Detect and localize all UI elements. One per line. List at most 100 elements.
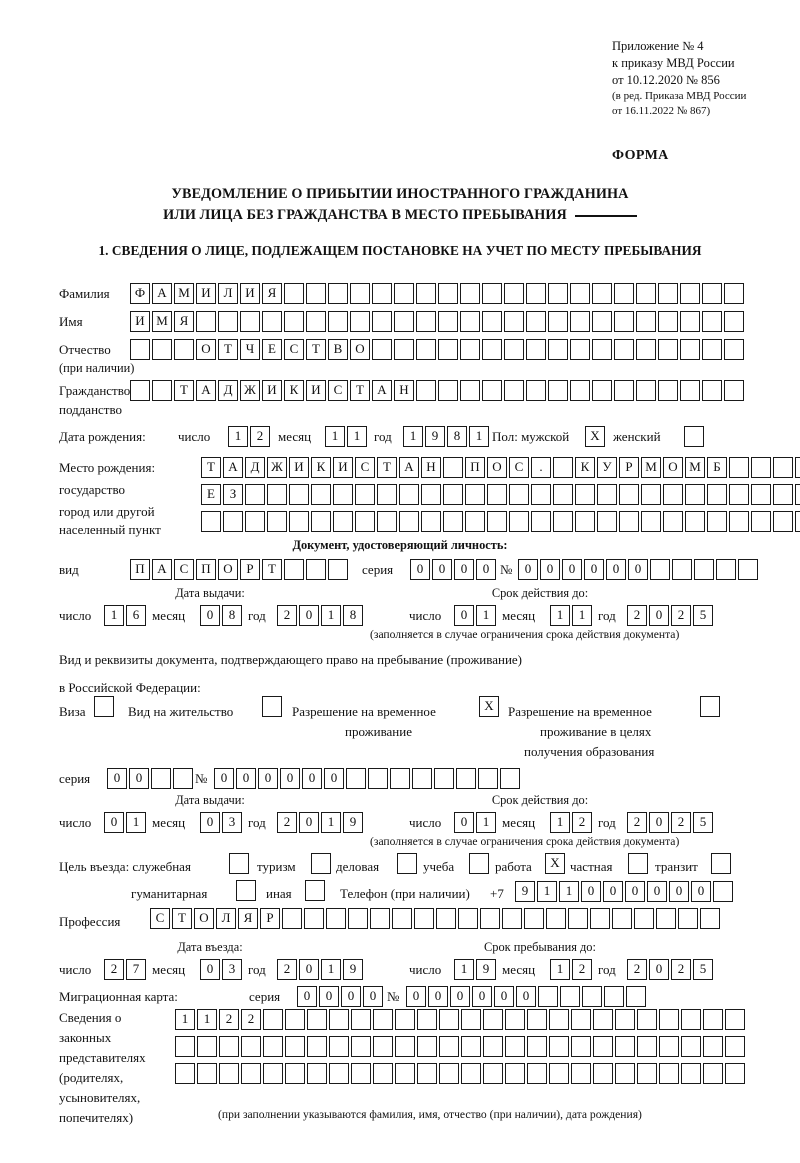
char-cell[interactable]: . — [531, 457, 551, 478]
char-cell[interactable] — [504, 311, 524, 332]
char-cell[interactable]: 2 — [277, 812, 297, 833]
char-cell[interactable]: 0 — [129, 768, 149, 789]
char-cell[interactable] — [636, 311, 656, 332]
char-cell[interactable] — [773, 484, 793, 505]
char-cell[interactable] — [570, 339, 590, 360]
char-cell[interactable] — [329, 1036, 349, 1057]
char-cell[interactable]: Т — [174, 380, 194, 401]
visa-checkbox[interactable] — [94, 696, 114, 717]
char-cell[interactable] — [394, 283, 414, 304]
char-cell[interactable]: 1 — [347, 426, 367, 447]
char-cell[interactable] — [263, 1036, 283, 1057]
char-cell[interactable]: 3 — [222, 959, 242, 980]
char-cell[interactable]: Т — [172, 908, 192, 929]
char-cell[interactable]: Ж — [267, 457, 287, 478]
char-cell[interactable]: 1 — [469, 426, 489, 447]
char-cell[interactable]: 9 — [425, 426, 445, 447]
char-cell[interactable]: 6 — [126, 605, 146, 626]
char-cell[interactable]: 1 — [550, 812, 570, 833]
char-cell[interactable]: 3 — [222, 812, 242, 833]
char-cell[interactable] — [614, 311, 634, 332]
char-cell[interactable] — [263, 1063, 283, 1084]
char-cell[interactable] — [372, 283, 392, 304]
char-cell[interactable] — [571, 1036, 591, 1057]
char-cell[interactable]: И — [130, 311, 150, 332]
char-cell[interactable] — [241, 1063, 261, 1084]
char-cell[interactable] — [487, 484, 507, 505]
char-cell[interactable]: Н — [394, 380, 414, 401]
char-cell[interactable] — [527, 1036, 547, 1057]
char-cell[interactable]: 0 — [494, 986, 514, 1007]
char-cell[interactable]: 0 — [258, 768, 278, 789]
char-cell[interactable]: 1 — [321, 605, 341, 626]
char-cell[interactable] — [416, 380, 436, 401]
char-cell[interactable] — [152, 339, 172, 360]
char-cell[interactable] — [548, 339, 568, 360]
char-cell[interactable] — [263, 1009, 283, 1030]
char-cell[interactable]: М — [174, 283, 194, 304]
char-cell[interactable] — [306, 283, 326, 304]
char-cell[interactable] — [500, 768, 520, 789]
char-cell[interactable]: С — [328, 380, 348, 401]
char-cell[interactable] — [680, 339, 700, 360]
char-cell[interactable]: С — [355, 457, 375, 478]
char-cell[interactable]: 0 — [299, 812, 319, 833]
char-cell[interactable] — [482, 283, 502, 304]
char-cell[interactable]: 0 — [649, 605, 669, 626]
char-cell[interactable]: И — [240, 283, 260, 304]
char-cell[interactable] — [636, 380, 656, 401]
char-cell[interactable]: 2 — [104, 959, 124, 980]
char-cell[interactable] — [285, 1036, 305, 1057]
char-cell[interactable]: А — [223, 457, 243, 478]
char-cell[interactable] — [614, 339, 634, 360]
char-cell[interactable]: 2 — [671, 812, 691, 833]
char-cell[interactable] — [504, 283, 524, 304]
char-cell[interactable]: Я — [262, 283, 282, 304]
char-cell[interactable] — [619, 484, 639, 505]
char-cell[interactable] — [751, 457, 771, 478]
char-cell[interactable] — [658, 311, 678, 332]
char-cell[interactable] — [412, 768, 432, 789]
char-cell[interactable] — [223, 511, 243, 532]
char-cell[interactable] — [329, 1009, 349, 1030]
char-cell[interactable]: 0 — [450, 986, 470, 1007]
char-cell[interactable] — [680, 380, 700, 401]
char-cell[interactable]: 2 — [627, 812, 647, 833]
char-cell[interactable]: Т — [377, 457, 397, 478]
char-cell[interactable] — [553, 511, 573, 532]
char-cell[interactable] — [502, 908, 522, 929]
char-cell[interactable] — [443, 511, 463, 532]
char-cell[interactable] — [548, 380, 568, 401]
char-cell[interactable]: М — [152, 311, 172, 332]
char-cell[interactable] — [509, 511, 529, 532]
char-cell[interactable] — [394, 311, 414, 332]
char-cell[interactable] — [151, 768, 171, 789]
char-cell[interactable] — [461, 1063, 481, 1084]
char-cell[interactable]: 8 — [222, 605, 242, 626]
char-cell[interactable] — [443, 484, 463, 505]
char-cell[interactable] — [465, 511, 485, 532]
char-cell[interactable] — [306, 311, 326, 332]
char-cell[interactable]: И — [262, 380, 282, 401]
char-cell[interactable]: 1 — [321, 959, 341, 980]
char-cell[interactable] — [773, 511, 793, 532]
char-cell[interactable] — [130, 339, 150, 360]
char-cell[interactable]: Д — [218, 380, 238, 401]
char-cell[interactable] — [307, 1036, 327, 1057]
char-cell[interactable] — [355, 511, 375, 532]
char-cell[interactable]: 0 — [540, 559, 560, 580]
char-cell[interactable] — [460, 339, 480, 360]
char-cell[interactable]: С — [150, 908, 170, 929]
char-cell[interactable] — [614, 380, 634, 401]
char-cell[interactable]: 2 — [671, 605, 691, 626]
char-cell[interactable] — [458, 908, 478, 929]
char-cell[interactable]: П — [465, 457, 485, 478]
